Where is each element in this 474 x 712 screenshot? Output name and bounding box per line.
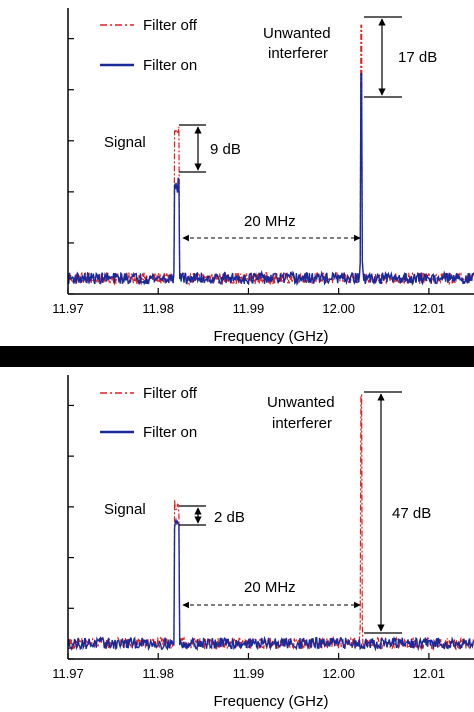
x-axis-title: Frequency (GHz) bbox=[213, 693, 328, 710]
x-tick-label: 11.98 bbox=[142, 301, 174, 316]
interferer-label-line2: interferer bbox=[268, 45, 328, 62]
x-tick-label: 11.97 bbox=[52, 666, 84, 681]
traces bbox=[67, 24, 474, 287]
x-tick-label: 12.01 bbox=[413, 666, 446, 681]
x-axis-ticks: 11.97 11.98 11.99 12.00 12.01 bbox=[52, 288, 445, 316]
annotations: Signal 2 dB Unwanted interferer 47 dB 20… bbox=[104, 391, 431, 634]
spacing-label: 20 MHz bbox=[244, 579, 296, 596]
interferer-difference-label: 47 dB bbox=[392, 505, 431, 522]
x-tick-label: 11.99 bbox=[233, 301, 265, 316]
legend-label-filter-off: Filter off bbox=[143, 17, 198, 34]
x-tick-label: 12.00 bbox=[322, 666, 355, 681]
x-tick-label: 12.00 bbox=[322, 301, 355, 316]
x-tick-label: 12.01 bbox=[413, 301, 446, 316]
traces bbox=[67, 394, 474, 652]
panel-background bbox=[0, 0, 474, 346]
x-tick-label: 11.98 bbox=[142, 666, 174, 681]
interferer-difference-label: 17 dB bbox=[398, 49, 437, 66]
x-tick-label: 11.97 bbox=[52, 301, 84, 316]
signal-difference-label: 2 dB bbox=[214, 509, 245, 526]
series-line-filter-on bbox=[67, 517, 474, 652]
x-axis-title: Frequency (GHz) bbox=[213, 328, 328, 345]
signal-label: Signal bbox=[104, 501, 146, 518]
interferer-label-line2: interferer bbox=[272, 415, 332, 432]
signal-label: Signal bbox=[104, 134, 146, 151]
legend-label-filter-off: Filter off bbox=[143, 385, 198, 402]
legend-label-filter-on: Filter on bbox=[143, 424, 197, 441]
chart-panel-bottom: Filter off Filter on Signal 2 dB Unwante… bbox=[0, 367, 474, 712]
signal-difference-label: 9 dB bbox=[210, 141, 241, 158]
x-tick-label: 11.99 bbox=[233, 666, 265, 681]
axes-frame bbox=[67, 375, 474, 660]
series-line-filter-on bbox=[67, 73, 474, 287]
chart-panel-top: Filter off Filter on Signal 9 dB Unwante… bbox=[0, 0, 474, 346]
legend-label-filter-on: Filter on bbox=[143, 57, 197, 74]
legend: Filter off Filter on bbox=[100, 385, 198, 441]
interferer-label-line1: Unwanted bbox=[267, 394, 335, 411]
interferer-label-line1: Unwanted bbox=[263, 25, 331, 42]
annotations: Signal 9 dB Unwanted interferer 17 dB 20… bbox=[104, 16, 437, 242]
panel-background bbox=[0, 367, 474, 712]
x-axis-ticks: 11.97 11.98 11.99 12.00 12.01 bbox=[52, 653, 445, 681]
spacing-label: 20 MHz bbox=[244, 213, 296, 230]
legend: Filter off Filter on bbox=[100, 17, 198, 74]
axes-frame bbox=[67, 8, 474, 295]
